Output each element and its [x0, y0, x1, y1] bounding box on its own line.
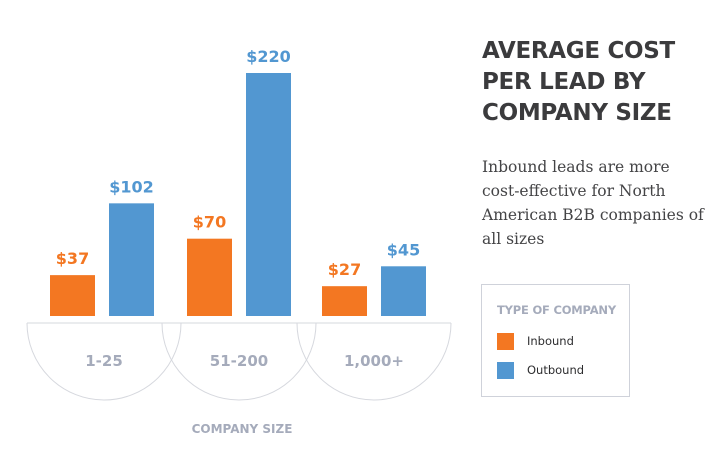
value-label: $27 — [328, 260, 361, 279]
legend-item-inbound: Inbound — [497, 332, 574, 350]
chart-subtitle: Inbound leads are more cost-effective fo… — [482, 158, 704, 248]
value-label: $45 — [387, 240, 420, 259]
chart-title: AVERAGE COST PER LEAD BY COMPANY SIZE — [482, 38, 675, 126]
value-label: $102 — [109, 177, 154, 196]
category-label: 1-25 — [85, 352, 123, 370]
bars — [50, 73, 426, 316]
bar-outbound — [381, 266, 426, 316]
x-axis-label: COMPANY SIZE — [192, 422, 293, 436]
value-label: $220 — [246, 47, 291, 66]
category-labels: 1-25 51-200 1,000+ — [85, 352, 404, 370]
bar-inbound — [50, 275, 95, 316]
value-labels: $37 $102 $70 $220 $27 $45 — [56, 47, 420, 279]
legend-swatch-outbound — [497, 361, 514, 379]
category-arcs — [26, 322, 452, 401]
bar-inbound — [187, 238, 232, 316]
legend-label-outbound: Outbound — [527, 363, 585, 377]
bar-inbound — [322, 286, 367, 316]
legend-title: TYPE OF COMPANY — [497, 303, 616, 317]
value-label: $70 — [193, 213, 226, 232]
bar-outbound — [109, 203, 154, 316]
category-label: 51-200 — [210, 352, 268, 370]
category-arc — [296, 322, 452, 401]
legend-item-outbound: Outbound — [497, 361, 584, 379]
legend-swatch-inbound — [497, 332, 514, 350]
category-label: 1,000+ — [344, 352, 404, 370]
legend-label-inbound: Inbound — [527, 334, 574, 348]
bar-outbound — [246, 73, 291, 316]
value-label: $37 — [56, 249, 89, 268]
category-arc — [26, 322, 182, 401]
category-arc — [161, 322, 317, 401]
legend: TYPE OF COMPANY Inbound Outbound — [481, 284, 630, 397]
